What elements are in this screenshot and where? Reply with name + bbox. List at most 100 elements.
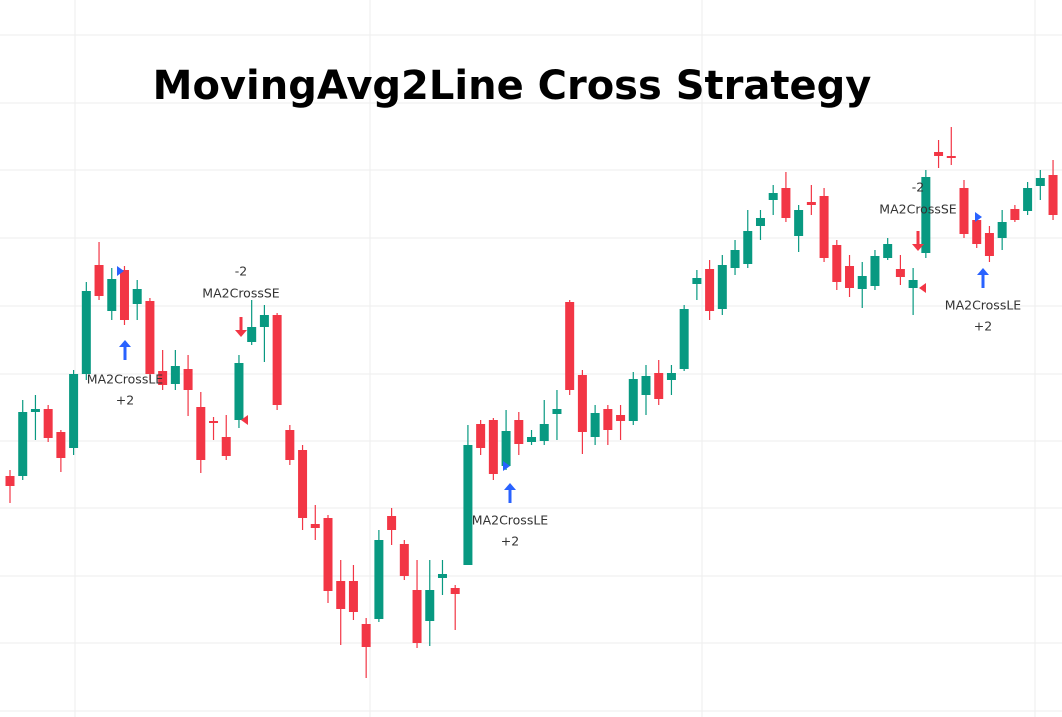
signal-marker <box>919 283 926 293</box>
candle-body <box>18 412 28 476</box>
candle-body <box>552 409 562 414</box>
candle-body <box>69 374 79 448</box>
candle-body <box>450 588 460 594</box>
candle-body <box>310 524 320 528</box>
candle-body <box>806 202 816 205</box>
candle-body <box>285 430 295 460</box>
annotation-label: MA2CrossLE <box>945 298 1022 313</box>
candle-body <box>539 424 549 441</box>
candle-body <box>399 544 409 576</box>
candle-body <box>1048 175 1058 215</box>
signal-arrow-head <box>119 340 131 347</box>
candle-body <box>234 363 244 420</box>
candle-body <box>501 431 511 466</box>
candle-body <box>959 188 969 234</box>
candle-body <box>94 265 104 296</box>
signal-marker <box>975 212 982 222</box>
candle-body <box>908 280 918 288</box>
candle-body <box>209 421 219 423</box>
candle-body <box>43 409 53 438</box>
candle-body <box>437 574 447 578</box>
candle-body <box>692 278 702 284</box>
candle-body <box>1010 209 1020 220</box>
candle-body <box>323 518 333 591</box>
candle-body <box>158 371 168 385</box>
candle-body <box>819 196 829 258</box>
candle-body <box>616 415 626 421</box>
signal-arrow-head <box>912 244 924 251</box>
candle-body <box>603 409 613 430</box>
candle-body <box>132 289 142 304</box>
signal-marker <box>117 266 124 276</box>
candle-body <box>361 624 371 647</box>
candle-body <box>107 279 117 311</box>
candle-body <box>895 269 905 277</box>
annotation-label: MA2CrossLE <box>472 513 549 528</box>
signal-arrow-head <box>977 268 989 275</box>
candle-body <box>921 177 931 253</box>
candle-body <box>768 193 778 200</box>
candle-body <box>514 420 524 444</box>
candle-body <box>565 302 575 390</box>
candle-body <box>272 315 282 405</box>
candle-body <box>336 581 346 609</box>
candle-body <box>832 245 842 282</box>
candle-body <box>730 250 740 268</box>
annotation-label: -2 <box>912 180 924 195</box>
candle-body <box>997 222 1007 238</box>
candle-body <box>628 379 638 421</box>
annotation-label: +2 <box>501 534 519 549</box>
candle-body <box>463 445 473 565</box>
candle-body <box>934 152 944 156</box>
candle-body <box>412 590 422 643</box>
candle-body <box>476 424 486 448</box>
candle-body <box>743 231 753 264</box>
candle-body <box>666 373 676 380</box>
candle-body <box>972 220 982 244</box>
candle-body <box>717 265 727 309</box>
candle-body <box>641 376 651 395</box>
annotation-label: MA2CrossLE <box>87 372 164 387</box>
signal-arrow-head <box>504 483 516 490</box>
candle-body <box>883 244 893 258</box>
candle-body <box>946 156 956 158</box>
candle-body <box>247 327 257 342</box>
candle-body <box>654 373 664 399</box>
signal-arrow-head <box>235 330 247 337</box>
candle-body <box>488 420 498 474</box>
candle-body <box>781 188 791 218</box>
annotation-label: MA2CrossSE <box>879 202 956 217</box>
candle-body <box>870 256 880 286</box>
candle-body <box>170 366 180 384</box>
chart-title: MovingAvg2Line Cross Strategy <box>153 63 872 109</box>
candle-body <box>348 581 358 612</box>
candle-body <box>119 270 129 320</box>
signal-marker <box>241 415 248 425</box>
candle-body <box>145 301 155 374</box>
candle-body <box>374 540 384 619</box>
candle-body <box>794 210 804 236</box>
candle-body <box>81 291 91 374</box>
candle-body <box>590 413 600 437</box>
candle-body <box>705 269 715 311</box>
candle-body <box>527 437 537 442</box>
candle-body <box>984 233 994 256</box>
candle-body <box>755 218 765 226</box>
candle-body <box>298 450 308 518</box>
candle-body <box>1035 178 1045 186</box>
candle-body <box>1023 188 1033 211</box>
candle-body <box>221 437 231 456</box>
candle-body <box>56 432 66 458</box>
candle-body <box>259 315 269 327</box>
candle-body <box>5 476 15 486</box>
candle-body <box>857 276 867 289</box>
annotation-label: +2 <box>974 319 992 334</box>
candle-body <box>183 369 193 390</box>
candle-body <box>30 409 40 412</box>
candle-body <box>196 407 206 460</box>
annotation-label: MA2CrossSE <box>202 286 279 301</box>
candle-body <box>845 266 855 288</box>
candle-body <box>679 309 689 369</box>
signal-marker <box>503 461 510 471</box>
